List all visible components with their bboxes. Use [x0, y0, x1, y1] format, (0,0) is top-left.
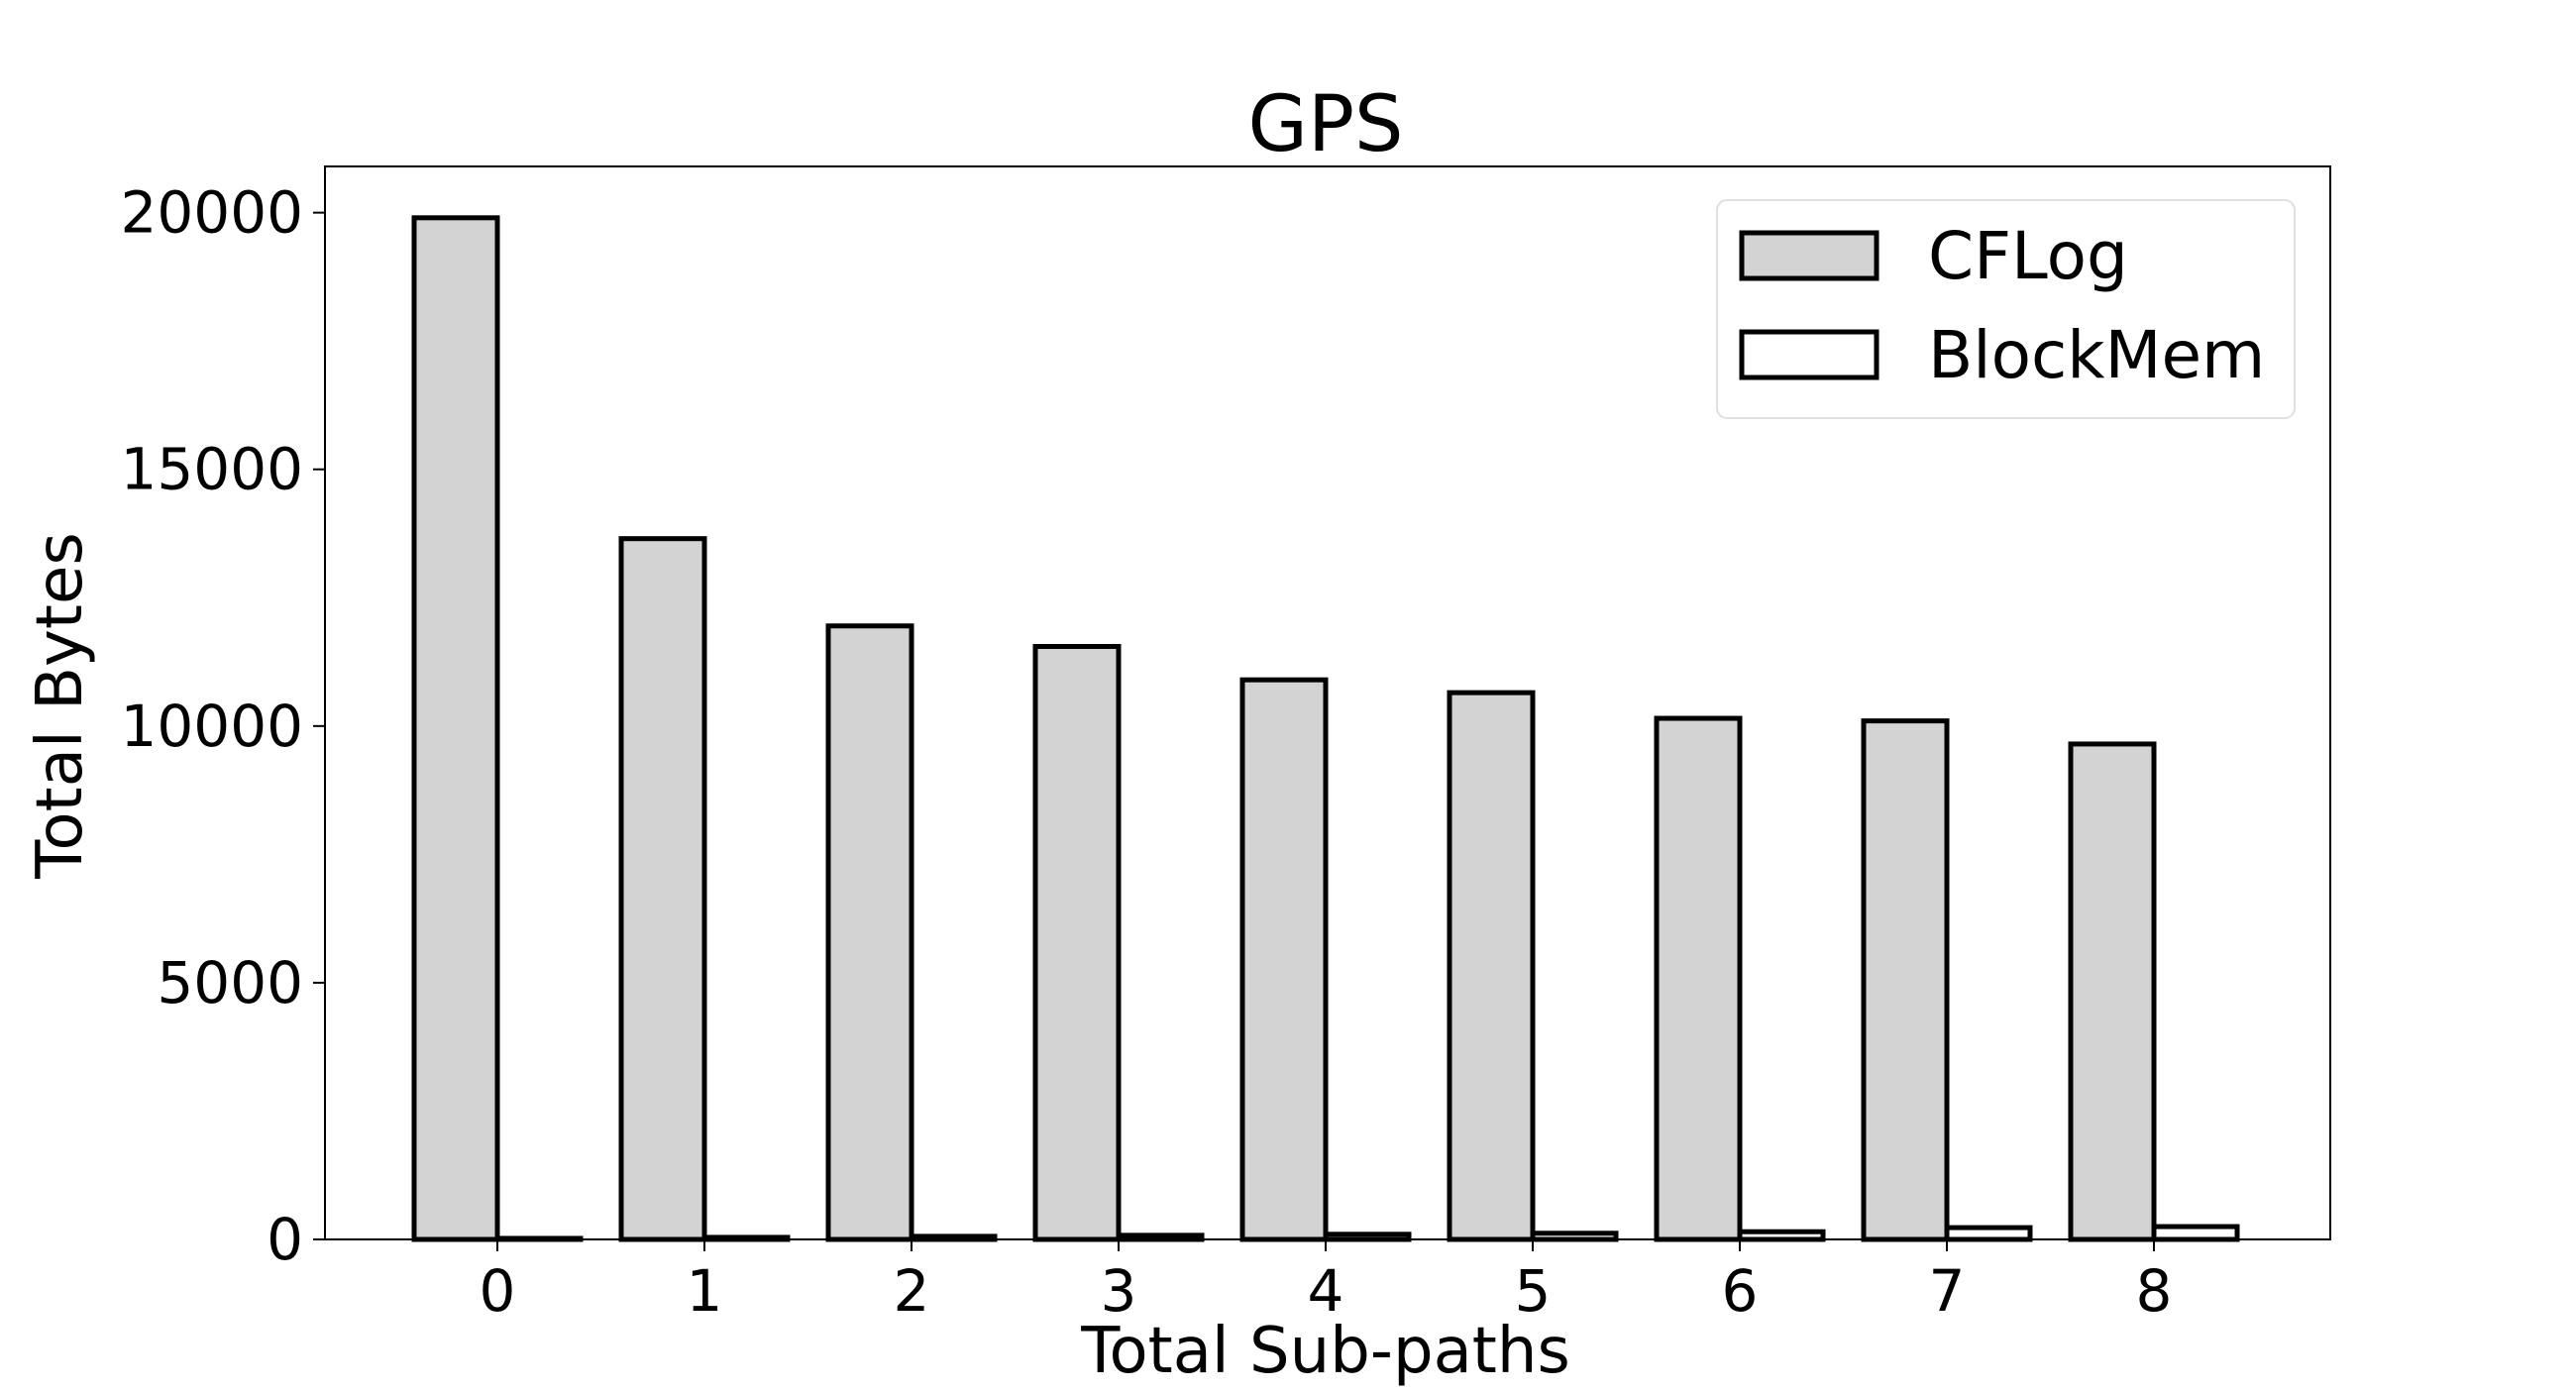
bar-cflog-5	[1447, 690, 1536, 1242]
bar-cflog-1	[618, 536, 707, 1242]
bar-cflog-2	[825, 623, 914, 1242]
bar-blockmem-8	[2151, 1224, 2240, 1242]
y-tick-label: 15000	[120, 436, 303, 503]
legend: CFLog BlockMem	[1716, 199, 2296, 419]
x-tick-label: 6	[1722, 1257, 1759, 1325]
x-tick-label: 8	[2136, 1257, 2173, 1325]
x-tick-label: 4	[1308, 1257, 1344, 1325]
x-axis-title: Total Sub-paths	[1080, 1315, 1570, 1387]
legend-swatch-blockmem	[1739, 329, 1879, 380]
bar-cflog-4	[1239, 677, 1329, 1242]
x-tick-label: 0	[480, 1257, 516, 1325]
legend-swatch-cflog	[1739, 230, 1879, 281]
bar-cflog-7	[1861, 718, 1950, 1242]
legend-label-blockmem: BlockMem	[1928, 317, 2265, 393]
bars-layer	[411, 215, 2240, 1242]
bar-blockmem-7	[1944, 1225, 2033, 1242]
bar-cflog-0	[411, 215, 500, 1242]
y-tick-label: 10000	[120, 693, 303, 760]
bar-blockmem-6	[1737, 1229, 1826, 1242]
ticks-layer: 0 1 2 3 4 5 6 7 8 0 5000 10000 15000 20000	[120, 179, 2172, 1325]
y-tick-label: 0	[267, 1206, 303, 1273]
chart-title: GPS	[1248, 80, 1404, 169]
bar-cflog-3	[1032, 644, 1122, 1242]
plot-frame	[324, 165, 2331, 1240]
x-tick-label: 1	[687, 1257, 723, 1325]
bar-cflog-6	[1654, 715, 1743, 1242]
x-tick-label: 7	[1929, 1257, 1966, 1325]
y-tick-label: 20000	[120, 179, 303, 247]
x-tick-label: 2	[894, 1257, 930, 1325]
x-tick-label: 3	[1101, 1257, 1137, 1325]
bar-cflog-8	[2068, 741, 2157, 1242]
y-tick-label: 5000	[157, 949, 303, 1017]
legend-label-cflog: CFLog	[1928, 218, 2128, 294]
x-tick-label: 5	[1515, 1257, 1552, 1325]
y-axis-title: Total Bytes	[24, 532, 97, 879]
